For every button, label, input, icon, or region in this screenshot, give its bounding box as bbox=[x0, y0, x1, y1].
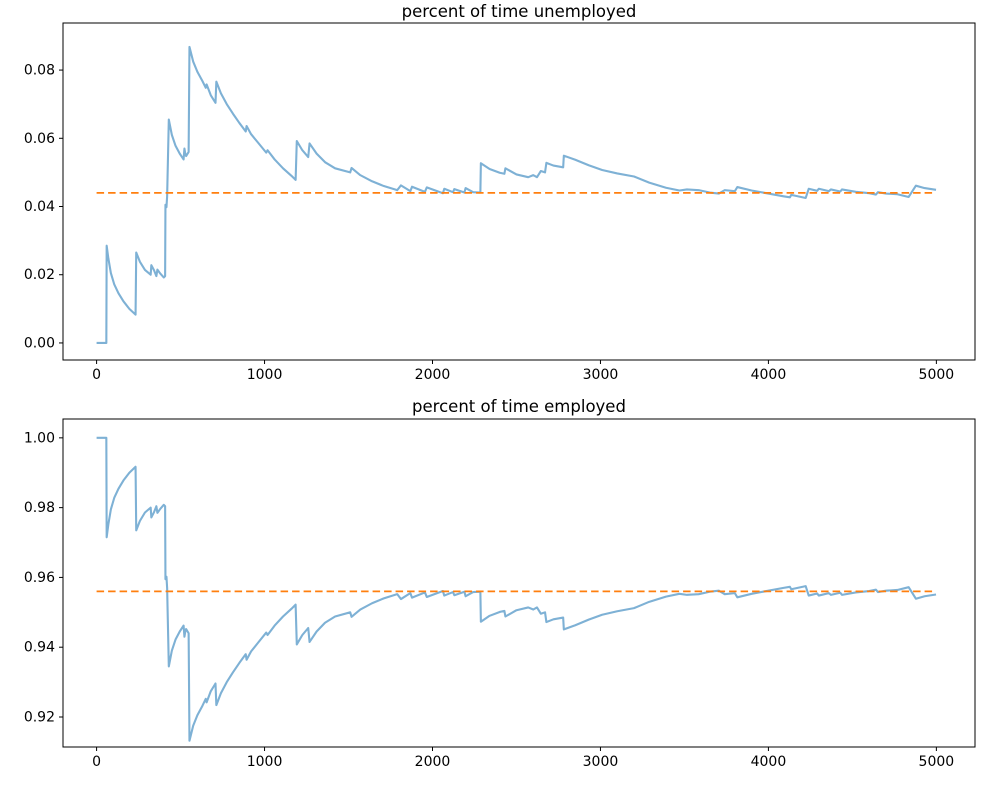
x-tick-label: 3000 bbox=[583, 367, 619, 383]
y-tick-label: 0.04 bbox=[24, 199, 55, 215]
plot-spines bbox=[62, 418, 976, 748]
x-tick-label: 5000 bbox=[919, 367, 955, 383]
x-tick-label: 0 bbox=[92, 367, 101, 383]
y-tick-label: 0.92 bbox=[24, 709, 55, 725]
y-tick-label: 0.96 bbox=[24, 570, 55, 586]
subplot-title-employed: percent of time employed bbox=[412, 397, 626, 416]
employed-series-line bbox=[96, 436, 937, 742]
y-tick-label: 0.94 bbox=[24, 640, 55, 656]
x-tick-label: 4000 bbox=[751, 754, 787, 770]
x-tick-label: 0 bbox=[92, 754, 101, 770]
x-tick-label: 1000 bbox=[247, 367, 283, 383]
x-tick-label: 2000 bbox=[415, 754, 451, 770]
y-tick-label: 0.00 bbox=[24, 335, 55, 351]
axes-unemployed: 0 1000 2000 3000 4000 5000 0.00 0.02 0.04 0.06 0.0… bbox=[24, 22, 976, 383]
x-tick-label: 2000 bbox=[415, 367, 451, 383]
x-tick-label: 3000 bbox=[583, 754, 619, 770]
x-tick-label: 4000 bbox=[751, 367, 787, 383]
y-tick-label: 1.00 bbox=[24, 430, 55, 446]
x-tick-label: 5000 bbox=[919, 754, 955, 770]
y-tick-label: 0.98 bbox=[24, 500, 55, 516]
y-tick-label: 0.06 bbox=[24, 131, 55, 147]
unemployed-series-line bbox=[96, 45, 937, 344]
axes-employed: 0 1000 2000 3000 4000 5000 0.92 0.94 0.96 0.98 1.0… bbox=[24, 418, 976, 770]
y-tick-label: 0.02 bbox=[24, 267, 55, 283]
x-tick-label: 1000 bbox=[247, 754, 283, 770]
y-tick-label: 0.08 bbox=[24, 63, 55, 79]
plot-spines bbox=[62, 22, 976, 361]
subplot-title-unemployed: percent of time unemployed bbox=[401, 2, 637, 21]
